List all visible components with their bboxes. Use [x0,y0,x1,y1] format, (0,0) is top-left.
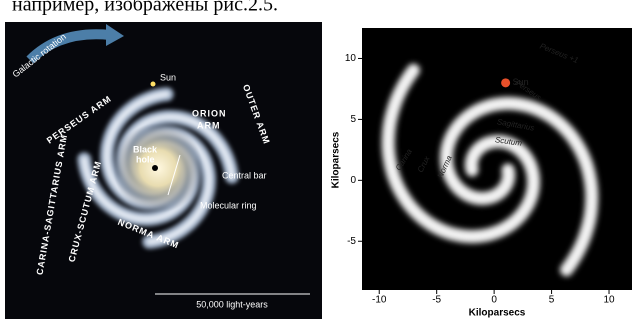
sun-dot [151,82,156,87]
point-label: Sun [513,77,529,87]
document: например, изображены рис.2.5. Galactic r… [0,0,642,321]
point [501,78,510,87]
black-hole-label: hole [136,154,155,164]
x-tick-label: -5 [432,295,441,306]
bar-label: Central bar [222,170,267,180]
header-text: например, изображены рис.2.5. [12,0,278,16]
y-tick-label: -5 [347,236,356,247]
page: например, изображены рис.2.5. Galactic r… [0,0,642,321]
x-tick-label: 10 [603,295,615,306]
scale-label: 50,000 light-years [196,299,268,309]
x-tick-label: -10 [372,295,387,306]
orion-label: ORION [192,108,227,118]
y-tick-label: 10 [345,53,357,64]
black-hole-label: Black [133,144,158,154]
black-hole-dot [152,165,158,171]
x-axis-label: Kiloparsecs [469,308,526,319]
orion-label: ARM [197,120,221,130]
sun-label: Sun [160,72,176,82]
ring-label: Molecular ring [200,200,257,210]
y-tick-label: 0 [350,175,356,186]
x-tick-label: 5 [549,295,555,306]
y-tick-label: 5 [350,114,356,125]
x-tick-label: 0 [491,295,497,306]
y-axis-label: Kiloparsecs [331,131,342,188]
